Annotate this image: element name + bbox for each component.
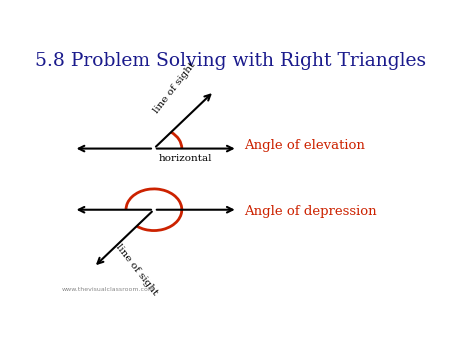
Text: line of sight: line of sight xyxy=(114,243,159,297)
Text: line of sight: line of sight xyxy=(152,60,198,115)
Text: Angle of depression: Angle of depression xyxy=(245,204,377,218)
Text: www.thevisualclassroom.com: www.thevisualclassroom.com xyxy=(62,287,155,292)
Text: 5.8 Problem Solving with Right Triangles: 5.8 Problem Solving with Right Triangles xyxy=(35,52,426,70)
Text: horizontal: horizontal xyxy=(158,154,212,163)
Text: Angle of elevation: Angle of elevation xyxy=(245,140,365,152)
